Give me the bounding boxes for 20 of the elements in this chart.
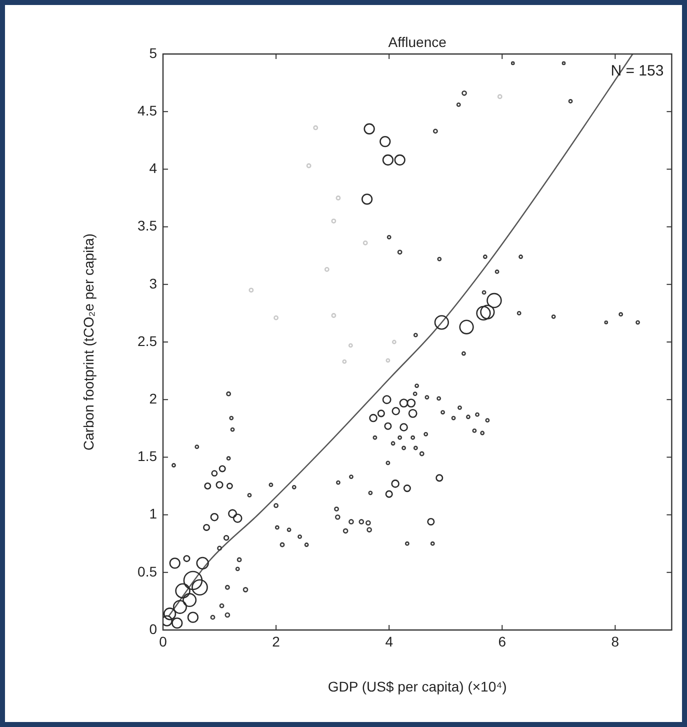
y-tick-label: 2 [149,390,158,406]
y-tick-label: 3.5 [138,218,158,234]
x-tick-label: 6 [498,633,506,650]
y-axis-title: Carbon footprint (tCO₂e per capita) [80,233,96,451]
y-tick-label: 4 [149,160,158,176]
x-tick-label: 4 [385,633,394,650]
y-tick-label: 5 [149,44,158,61]
x-tick-label: 0 [159,633,168,650]
y-tick-label: 1.5 [138,448,158,464]
y-tick-label: 2.5 [138,332,158,349]
chart-title: Affluence [388,34,447,50]
y-tick-label: 0.5 [138,563,158,580]
x-tick-label: 2 [272,633,280,650]
y-tick-label: 3 [149,275,158,292]
x-tick-label: 8 [611,633,620,650]
y-tick-label: 1 [149,506,158,522]
y-tick-label: 4.5 [138,102,158,118]
y-tick-label: 0 [149,620,158,637]
x-axis-title: GDP (US$ per capita) (×10⁴) [328,678,507,694]
annotation: N = 153 [610,62,664,80]
